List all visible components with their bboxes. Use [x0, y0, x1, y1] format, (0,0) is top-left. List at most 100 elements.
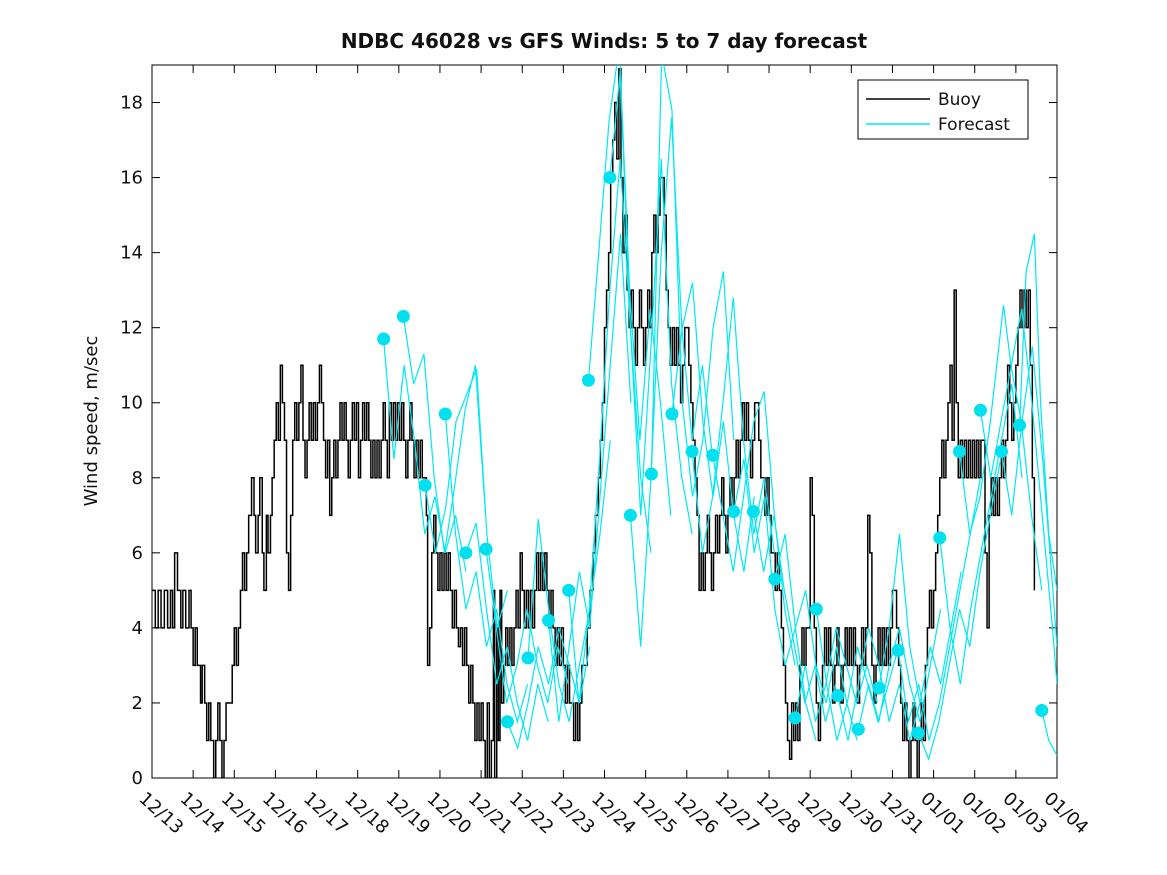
forecast-marker — [521, 651, 535, 665]
forecast-line — [609, 72, 693, 535]
forecast-marker — [603, 171, 617, 185]
forecast-line — [979, 308, 1057, 685]
forecast-line — [1018, 233, 1057, 591]
forecast-marker — [1035, 703, 1049, 717]
forecast-marker — [933, 531, 947, 545]
y-tick-label: 10 — [120, 393, 143, 414]
y-tick-label: 0 — [132, 768, 143, 789]
forecast-line — [712, 391, 796, 666]
x-tick-label: 12/28 — [752, 788, 805, 838]
forecast-line — [444, 413, 529, 724]
x-tick-label: 12/26 — [669, 788, 722, 838]
x-tick-label: 12/22 — [505, 788, 558, 838]
forecast-marker — [500, 715, 514, 729]
forecast-marker — [872, 681, 886, 695]
y-tick-label: 2 — [132, 693, 143, 714]
forecast-marker — [746, 505, 760, 519]
forecast-line — [587, 65, 672, 516]
x-tick-label: 12/23 — [546, 788, 599, 838]
x-tick-label: 12/21 — [464, 788, 517, 838]
forecast-marker — [809, 602, 823, 616]
forecast-line — [794, 627, 878, 722]
forecast-marker — [665, 407, 679, 421]
x-tick-label: 01/01 — [916, 788, 969, 838]
forecast-marker — [459, 546, 473, 560]
forecast-line — [383, 338, 467, 572]
forecast-line — [878, 534, 962, 704]
forecast-line — [752, 511, 837, 722]
x-tick-label: 12/31 — [875, 788, 928, 838]
y-tick-label: 18 — [120, 93, 143, 114]
chart-plot-layer: 12/1312/1412/1512/1612/1712/1812/1912/20… — [120, 64, 1092, 838]
forecast-marker — [994, 445, 1008, 459]
forecast-marker — [727, 505, 741, 519]
legend: Buoy Forecast — [857, 79, 1029, 140]
forecast-marker — [479, 542, 493, 556]
forecast-line — [917, 458, 1002, 762]
x-tick-label: 12/14 — [176, 788, 229, 838]
forecast-marker — [768, 572, 782, 586]
forecast-marker — [644, 467, 658, 481]
forecast-marker — [623, 508, 637, 522]
forecast-line — [691, 297, 775, 553]
x-tick-label: 12/15 — [217, 788, 270, 838]
y-tick-label: 8 — [132, 468, 143, 489]
forecast-marker — [911, 726, 925, 740]
forecast-marker — [706, 448, 720, 462]
forecast-marker — [418, 478, 432, 492]
forecast-line — [650, 65, 735, 497]
x-tick-label: 12/25 — [628, 788, 681, 838]
forecast-line — [958, 305, 1043, 591]
legend-forecast-label: Forecast — [938, 115, 1010, 135]
x-tick-label: 12/17 — [299, 788, 352, 838]
forecast-marker — [396, 309, 410, 323]
x-tick-label: 12/18 — [340, 788, 393, 838]
forecast-line — [527, 440, 611, 722]
forecast-marker — [788, 711, 802, 725]
y-tick-label: 4 — [132, 618, 143, 639]
forecast-marker — [1013, 418, 1027, 432]
buoy-line — [152, 68, 1036, 778]
x-tick-label: 12/30 — [834, 788, 887, 838]
y-tick-label: 12 — [120, 318, 143, 339]
x-tick-label: 12/13 — [135, 788, 188, 838]
x-tick-label: 12/29 — [793, 788, 846, 838]
forecast-line — [506, 627, 591, 751]
x-tick-label: 12/27 — [711, 788, 764, 838]
forecast-marker — [831, 688, 845, 702]
forecast-marker — [562, 583, 576, 597]
forecast-line — [402, 316, 487, 553]
forecast-line — [897, 477, 982, 741]
y-tick-label: 6 — [132, 543, 143, 564]
forecast-line — [547, 233, 632, 722]
x-tick-label: 12/24 — [587, 788, 640, 838]
forecast-line — [857, 609, 942, 730]
forecast-line — [774, 533, 858, 741]
forecast-line — [837, 627, 921, 741]
forecast-line — [465, 522, 549, 741]
x-tick-label: 01/03 — [999, 788, 1052, 838]
forecast-marker — [891, 643, 905, 657]
forecast-marker — [973, 403, 987, 417]
y-tick-label: 16 — [120, 168, 143, 189]
y-axis-label: Wind speed, m/sec — [81, 336, 102, 507]
chart-title: NDBC 46028 vs GFS Winds: 5 to 7 day fore… — [341, 29, 868, 53]
forecast-line — [485, 549, 569, 704]
forecast-marker — [438, 407, 452, 421]
forecast-marker — [851, 722, 865, 736]
forecast-line — [568, 158, 652, 704]
x-tick-label: 01/02 — [957, 788, 1010, 838]
y-tick-label: 14 — [120, 243, 143, 264]
legend-buoy-label: Buoy — [938, 90, 981, 110]
forecast-line — [1041, 710, 1057, 756]
x-tick-label: 12/20 — [423, 788, 476, 838]
forecast-line — [939, 383, 1023, 685]
forecast-line — [424, 368, 508, 629]
forecast-line — [629, 117, 714, 647]
legend-box — [857, 79, 1029, 140]
x-tick-label: 12/19 — [381, 788, 434, 838]
forecast-marker — [542, 613, 556, 627]
forecast-marker — [377, 332, 391, 346]
